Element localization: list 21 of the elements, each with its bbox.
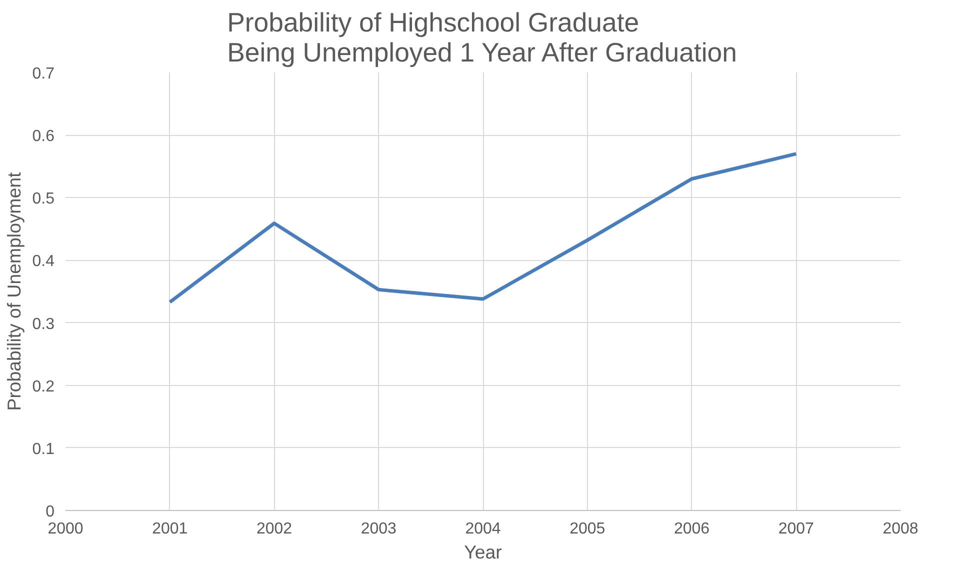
- x-tick-label: 2001: [152, 520, 188, 538]
- x-tick-label: 2007: [778, 520, 814, 538]
- y-tick-label: 0.4: [32, 253, 55, 270]
- x-tick-label: 2008: [882, 520, 918, 538]
- y-tick-label: 0.6: [32, 128, 55, 146]
- x-tick-label: 2002: [256, 520, 292, 538]
- y-axis-title: Probability of Unemployment: [3, 171, 24, 411]
- x-tick-label: 2003: [360, 520, 397, 538]
- x-tick-label: 2006: [674, 520, 710, 538]
- x-tick-label: 2000: [48, 520, 84, 538]
- line-series: [168, 152, 798, 304]
- x-axis-title: Year: [464, 542, 502, 562]
- y-tick-label: 0: [46, 504, 55, 520]
- chart-title: Probability of Highschool Graduate Being Unemployed 1 Year After Graduation: [227, 8, 737, 68]
- y-tick-label: 0.5: [32, 190, 55, 208]
- y-tick-label: 0.3: [32, 316, 55, 333]
- y-tick-label: 0.2: [32, 378, 55, 396]
- x-tick-label: 2004: [465, 520, 501, 538]
- x-tick-label: 2005: [570, 520, 606, 538]
- y-tick-label: 0.1: [32, 440, 55, 458]
- y-tick-label: 0.7: [32, 66, 55, 82]
